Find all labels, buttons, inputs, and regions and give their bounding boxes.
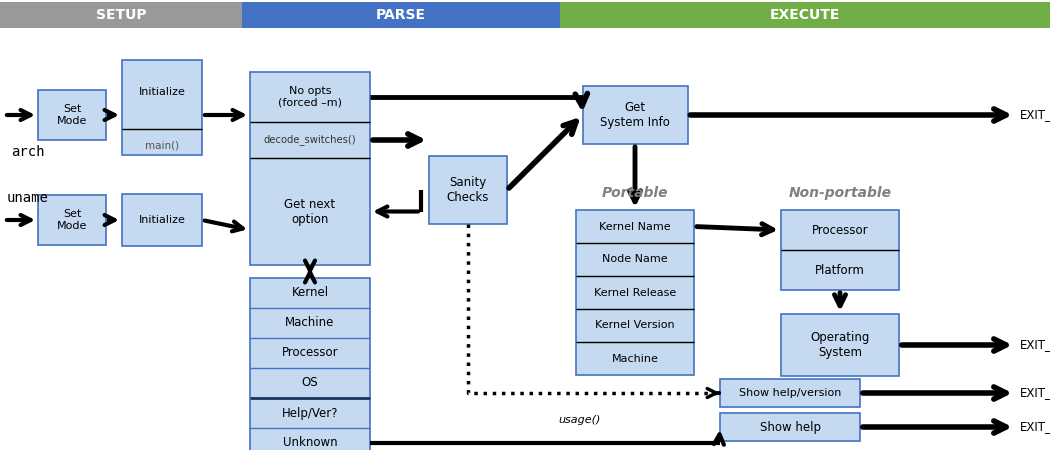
Text: EXECUTE: EXECUTE	[770, 8, 840, 22]
Bar	[0, 2, 242, 28]
Text: Portable: Portable	[602, 186, 668, 200]
Text: Set
Mode: Set Mode	[57, 209, 87, 231]
Text: No opts
(forced –m): No opts (forced –m)	[278, 86, 342, 108]
Text: SETUP: SETUP	[96, 8, 146, 22]
Text: Unknown: Unknown	[282, 436, 337, 450]
Text: EXIT_SUCCESS: EXIT_SUCCESS	[1020, 338, 1050, 351]
FancyBboxPatch shape	[122, 194, 202, 246]
Text: Get next
option: Get next option	[285, 198, 336, 225]
Text: Node Name: Node Name	[603, 255, 668, 265]
Bar	[242, 2, 560, 28]
Text: uname: uname	[7, 191, 49, 205]
FancyBboxPatch shape	[781, 210, 899, 290]
Text: main(): main()	[145, 141, 180, 151]
FancyBboxPatch shape	[38, 90, 106, 140]
Text: Kernel Version: Kernel Version	[595, 320, 675, 330]
Text: Kernel: Kernel	[292, 287, 329, 300]
Text: Kernel Release: Kernel Release	[594, 288, 676, 297]
Text: decode_switches(): decode_switches()	[264, 135, 356, 145]
Text: Initialize: Initialize	[139, 215, 186, 225]
FancyBboxPatch shape	[576, 210, 694, 375]
Text: Non-portable: Non-portable	[789, 186, 891, 200]
Text: OS: OS	[301, 377, 318, 390]
Text: Initialize: Initialize	[139, 87, 186, 97]
Text: Help/Ver?: Help/Ver?	[281, 406, 338, 419]
FancyBboxPatch shape	[250, 72, 370, 265]
FancyBboxPatch shape	[583, 86, 688, 144]
FancyBboxPatch shape	[781, 314, 899, 376]
FancyBboxPatch shape	[720, 413, 860, 441]
Bar	[560, 2, 1050, 28]
Text: Processor: Processor	[812, 224, 868, 237]
FancyBboxPatch shape	[720, 379, 860, 407]
Text: Kernel Name: Kernel Name	[600, 221, 671, 231]
Text: EXIT_FAILURE: EXIT_FAILURE	[1020, 108, 1050, 122]
Text: EXIT_FAILURE: EXIT_FAILURE	[1020, 420, 1050, 433]
Text: Get
System Info: Get System Info	[600, 101, 670, 129]
Text: Platform: Platform	[815, 264, 865, 276]
Text: Show help/version: Show help/version	[739, 388, 841, 398]
FancyBboxPatch shape	[429, 156, 507, 224]
Text: Machine: Machine	[286, 316, 335, 329]
Text: Operating
System: Operating System	[811, 331, 869, 359]
Text: usage(): usage()	[559, 415, 602, 425]
Text: arch: arch	[12, 145, 45, 159]
Text: Processor: Processor	[281, 346, 338, 360]
FancyBboxPatch shape	[250, 278, 370, 450]
FancyBboxPatch shape	[122, 59, 202, 154]
Text: EXIT_SUCCESS: EXIT_SUCCESS	[1020, 387, 1050, 400]
FancyBboxPatch shape	[38, 195, 106, 245]
Text: Set
Mode: Set Mode	[57, 104, 87, 126]
Text: Sanity
Checks: Sanity Checks	[447, 176, 489, 204]
Text: PARSE: PARSE	[376, 8, 426, 22]
Text: Show help: Show help	[759, 420, 820, 433]
Text: Machine: Machine	[611, 354, 658, 364]
